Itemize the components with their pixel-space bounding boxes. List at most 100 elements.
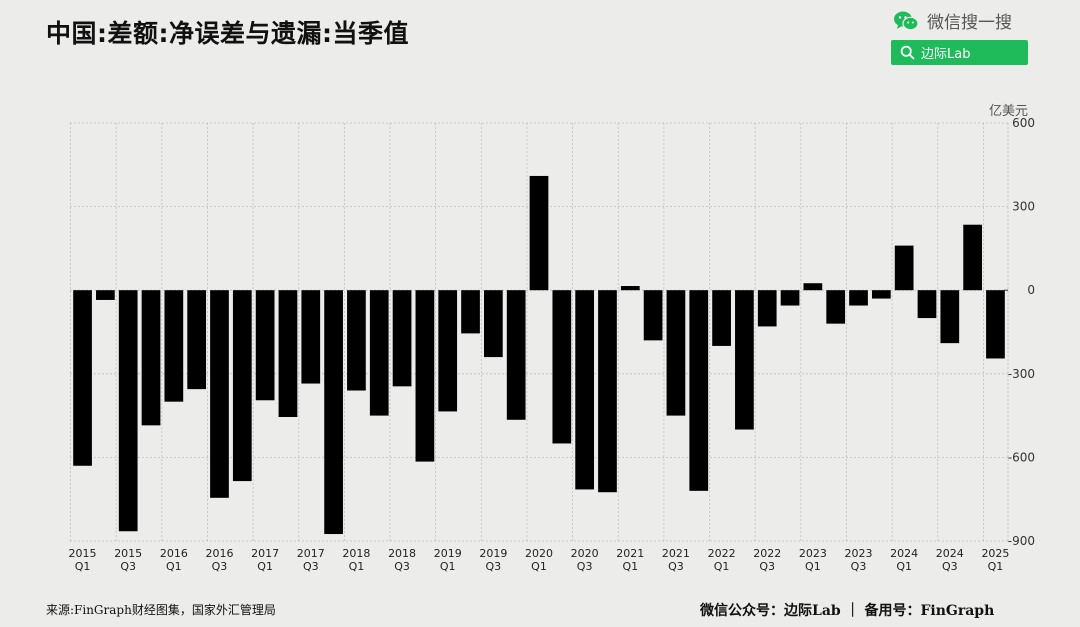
bar-2024Q2 [917,290,937,319]
x-tick-year: 2022 [753,547,781,560]
bar-2017Q2 [278,290,298,417]
x-tick-quarter: Q1 [805,560,821,573]
bar-2021Q4 [689,290,709,491]
x-tick-quarter: Q3 [668,560,684,573]
bar-2019Q2 [461,290,480,334]
y-tick-label: 0 [1027,283,1035,297]
y-tick-label: -900 [1008,534,1035,548]
x-tick-year: 2023 [845,547,873,560]
search-icon [900,45,915,60]
x-tick-quarter: Q3 [120,560,136,573]
x-tick-quarter: Q1 [988,560,1004,573]
x-tick-quarter: Q1 [440,560,456,573]
bar-2015Q4 [141,290,161,426]
bar-2015Q3 [118,290,138,532]
x-tick-year: 2016 [205,547,233,560]
bar-2024Q3 [940,290,960,344]
y-tick-label: -600 [1008,450,1035,464]
bar-2017Q4 [324,290,343,535]
x-tick-quarter: Q3 [212,560,228,573]
credit-note: 微信公众号：边际Lab ｜ 备用号：FinGraph [700,603,995,619]
x-tick-quarter: Q3 [303,560,319,573]
bar-2019Q1 [438,290,458,412]
bar-2024Q4 [963,224,982,291]
bar-2020Q3 [575,290,595,490]
bar-2017Q1 [255,290,275,401]
chart-bars [73,175,1005,535]
bar-2016Q2 [187,290,207,390]
x-tick-quarter: Q3 [577,560,593,573]
bar-2018Q2 [369,290,389,416]
x-tick-year: 2021 [662,547,690,560]
x-tick-year: 2022 [708,547,736,560]
y-tick-label: -300 [1008,367,1035,381]
bar-2022Q4 [780,290,800,306]
x-tick-quarter: Q1 [257,560,273,573]
bar-2021Q2 [643,290,663,341]
x-tick-year: 2017 [251,547,279,560]
search-button[interactable]: 边际Lab [891,40,1028,65]
wechat-icon [894,11,919,30]
bar-2019Q3 [483,290,503,358]
x-tick-quarter: Q1 [75,560,91,573]
bar-2020Q2 [552,290,572,444]
chart-axes: 6003000-300-600-9002015Q12015Q32016Q1201… [69,116,1035,573]
x-tick-quarter: Q3 [942,560,958,573]
x-tick-year: 2019 [479,547,507,560]
page-title: 中国:差额:净误差与遗漏:当季值 [46,19,409,48]
chart-grid [70,122,1009,542]
bar-2021Q1 [620,286,640,291]
x-tick-year: 2017 [297,547,325,560]
x-tick-year: 2025 [981,547,1009,560]
bar-2017Q3 [301,290,321,384]
x-tick-quarter: Q1 [166,560,182,573]
x-tick-year: 2016 [160,547,188,560]
bar-2020Q4 [598,290,617,493]
x-tick-year: 2021 [616,547,644,560]
bar-2022Q3 [757,290,777,327]
x-tick-quarter: Q1 [896,560,912,573]
x-tick-quarter: Q3 [759,560,775,573]
bar-2025Q1 [986,290,1005,359]
x-tick-quarter: Q1 [531,560,547,573]
x-tick-year: 2023 [799,547,827,560]
y-tick-label: 300 [1012,200,1035,214]
bar-2022Q2 [735,290,754,430]
y-tick-label: 600 [1012,116,1035,130]
x-tick-quarter: Q1 [622,560,638,573]
bar-2022Q1 [712,290,731,346]
bar-2020Q1 [529,175,549,291]
x-tick-quarter: Q1 [349,560,365,573]
source-note: 来源:FinGraph财经图集，国家外汇管理局 [46,603,276,617]
bar-2023Q3 [849,290,868,306]
x-tick-year: 2019 [434,547,462,560]
x-tick-year: 2018 [388,547,416,560]
bar-2023Q2 [826,290,846,324]
x-tick-year: 2015 [69,547,97,560]
bar-2016Q3 [210,290,229,498]
x-tick-year: 2020 [571,547,599,560]
search-button-label: 边际Lab [921,47,971,62]
bar-2018Q3 [392,290,412,387]
bar-2015Q1 [73,290,92,466]
bar-2023Q4 [871,290,891,299]
wechat-search-label: 微信搜一搜 [927,13,1012,33]
x-tick-quarter: Q3 [394,560,410,573]
bar-2019Q4 [506,290,526,420]
bar-2021Q3 [666,290,686,416]
bar-2018Q1 [347,290,366,391]
x-tick-quarter: Q3 [486,560,502,573]
bar-2018Q4 [415,290,435,462]
bar-2024Q1 [894,245,914,291]
x-tick-quarter: Q1 [714,560,730,573]
bar-2015Q2 [96,290,115,300]
x-tick-quarter: Q3 [851,560,867,573]
x-tick-year: 2018 [342,547,370,560]
x-tick-year: 2015 [114,547,142,560]
bar-2016Q1 [164,290,184,402]
wechat-search-brand[interactable]: 微信搜一搜 [893,8,1012,33]
y-axis-unit-label: 亿美元 [989,104,1028,119]
x-tick-year: 2020 [525,547,553,560]
bar-2016Q4 [232,290,252,482]
